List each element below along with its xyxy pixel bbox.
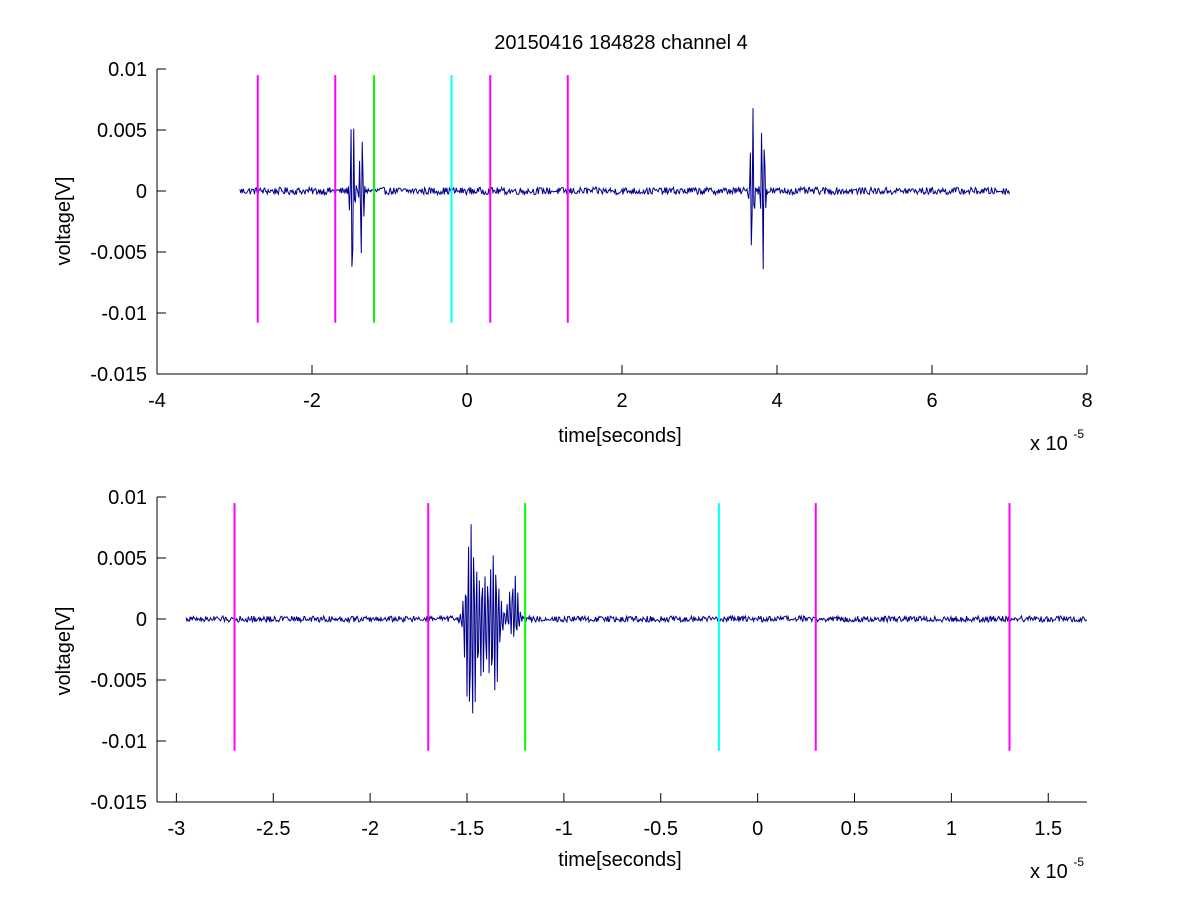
top-ytick-label: 0 — [136, 181, 147, 203]
top-ytick-label: 0.01 — [108, 59, 147, 81]
bottom-xtick-label: -2 — [361, 818, 379, 840]
bottom-xlabel: time[seconds] — [558, 849, 681, 871]
top-xtick-label: -2 — [303, 390, 321, 412]
subplot-bottom: time[seconds] voltage[V] x 10 -5 -0.015-… — [53, 487, 1088, 883]
bottom-x-multiplier-exp: -5 — [1073, 855, 1084, 869]
top-ytick-label: -0.005 — [90, 242, 147, 264]
top-xtick-label: 2 — [616, 390, 627, 412]
top-xtick-label: 6 — [926, 390, 937, 412]
top-signal-line — [239, 108, 1010, 270]
bottom-ytick-label: -0.01 — [101, 731, 147, 753]
bottom-xtick-label: -3 — [167, 818, 185, 840]
bottom-ylabel: voltage[V] — [53, 607, 75, 696]
bottom-ytick-label: -0.005 — [90, 670, 147, 692]
top-xlabel: time[seconds] — [558, 425, 681, 447]
top-ylabel: voltage[V] — [53, 177, 75, 266]
bottom-xtick-label: -1 — [555, 818, 573, 840]
bottom-ytick-label: 0.01 — [108, 487, 147, 509]
bottom-xtick-label: -1.5 — [450, 818, 484, 840]
bottom-x-multiplier-base: x 10 — [1030, 861, 1068, 883]
top-ytick-label: 0.005 — [97, 120, 147, 142]
top-xtick-label: -4 — [148, 390, 166, 412]
bottom-ytick-label: -0.015 — [90, 792, 147, 814]
bottom-xtick-label: 1 — [946, 818, 957, 840]
top-xtick-label: 8 — [1081, 390, 1092, 412]
top-x-multiplier: x 10 -5 — [1030, 427, 1084, 455]
bottom-x-multiplier: x 10 -5 — [1030, 855, 1084, 883]
top-xtick-label: 0 — [461, 390, 472, 412]
top-xtick-label: 4 — [771, 390, 782, 412]
bottom-xtick-label: 0 — [752, 818, 763, 840]
bottom-ytick-label: 0 — [136, 609, 147, 631]
bottom-signal-line — [185, 524, 1088, 714]
figure-title: 20150416 184828 channel 4 — [494, 32, 748, 54]
bottom-xtick-label: 0.5 — [841, 818, 869, 840]
bottom-ytick-label: 0.005 — [97, 548, 147, 570]
subplot-top: time[seconds] voltage[V] x 10 -5 -0.015-… — [53, 59, 1093, 455]
bottom-xtick-label: 1.5 — [1034, 818, 1062, 840]
top-x-multiplier-exp: -5 — [1073, 427, 1084, 441]
top-x-multiplier-base: x 10 — [1030, 433, 1068, 455]
top-ytick-label: -0.015 — [90, 364, 147, 386]
bottom-xtick-label: -2.5 — [256, 818, 290, 840]
top-ytick-label: -0.01 — [101, 303, 147, 325]
bottom-xtick-label: -0.5 — [644, 818, 678, 840]
